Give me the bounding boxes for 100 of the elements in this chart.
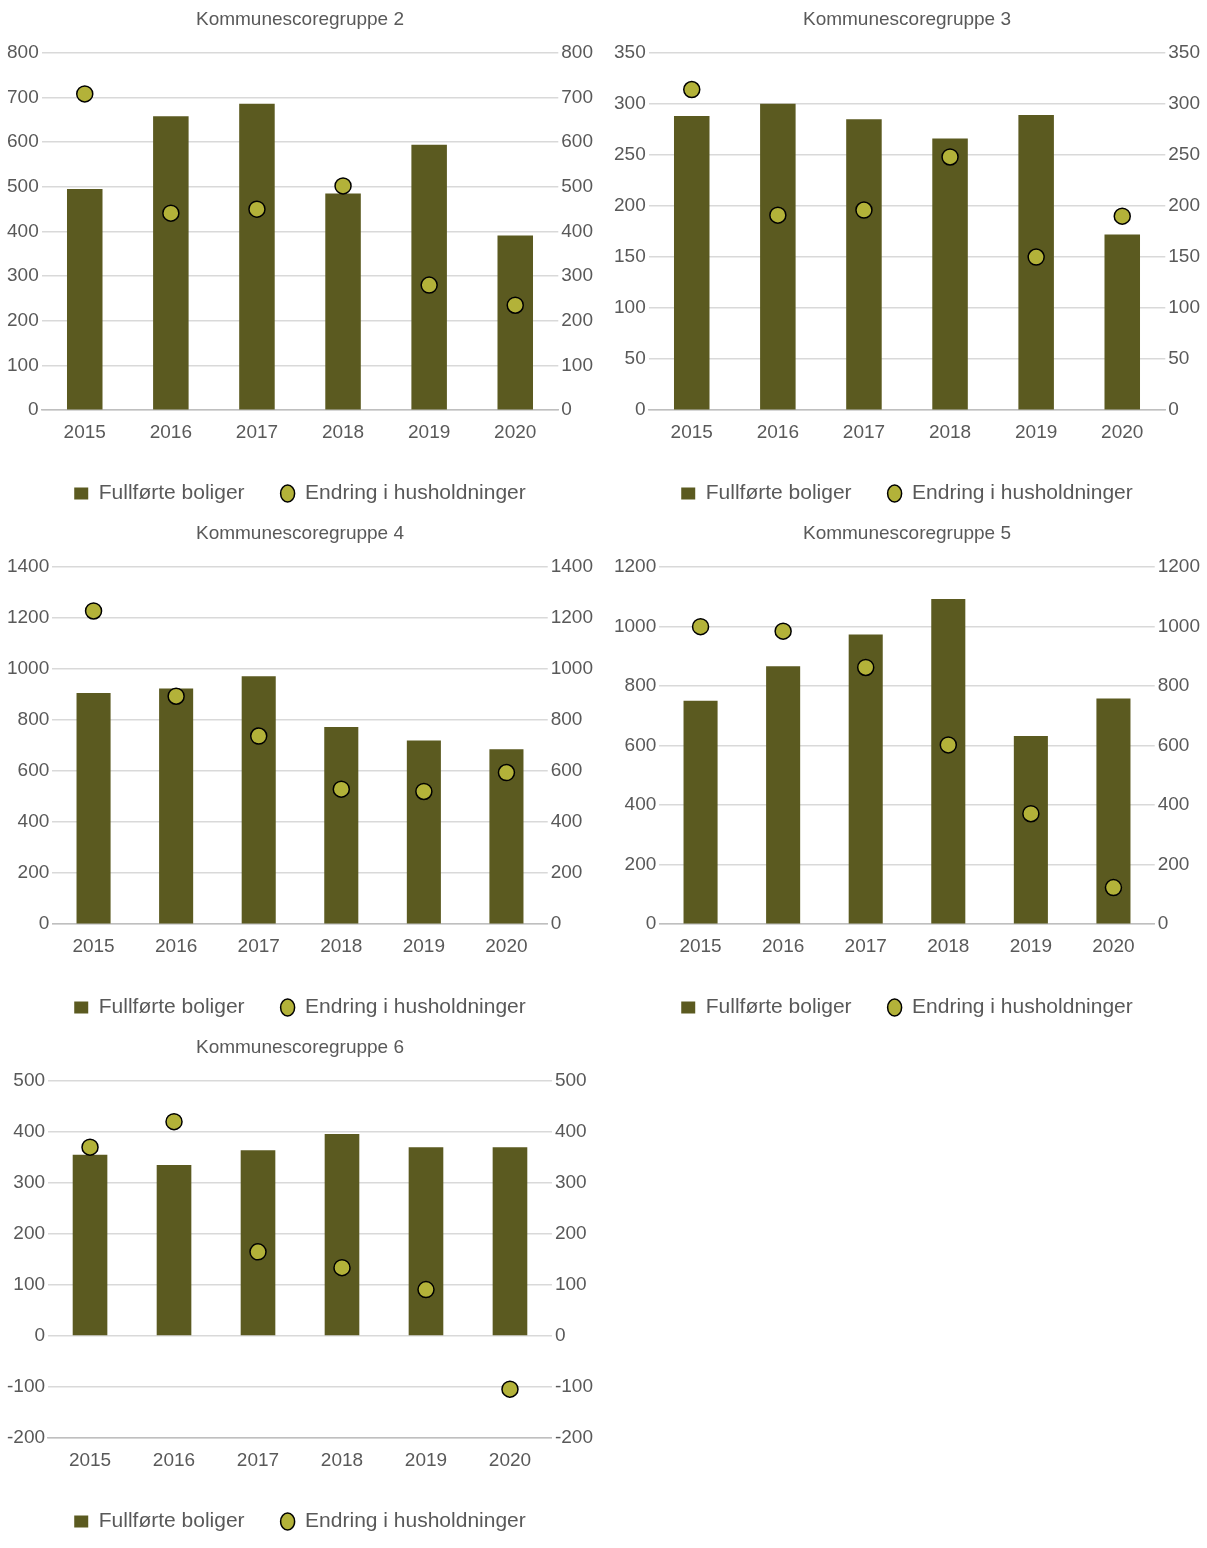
legend-label: Endring i husholdninger (912, 994, 1133, 1018)
y-tick-label: 0 (38, 912, 50, 934)
point (76, 85, 94, 103)
x-tick-label: 2020 (1092, 934, 1135, 956)
y2-tick-label: 400 (550, 810, 583, 832)
y-tick-label: 600 (17, 759, 50, 781)
x-tick-label: 2017 (844, 934, 887, 956)
y-tick-label: 1200 (6, 606, 50, 628)
y2-tick-label: 200 (1157, 852, 1190, 874)
y2-tick-label: 400 (554, 1120, 587, 1142)
point (501, 1380, 519, 1398)
bar (1104, 234, 1141, 410)
y-tick-label: 100 (614, 296, 646, 318)
x-tick-label: 2016 (149, 420, 192, 442)
y2-tick-label: 0 (554, 1324, 566, 1346)
bar (406, 740, 441, 924)
point (691, 617, 710, 636)
y2-tick-label: 200 (554, 1222, 587, 1244)
x-tick-label: 2016 (154, 934, 198, 956)
y-tick-label: 1000 (613, 614, 657, 636)
x-tick-label: 2018 (928, 420, 972, 442)
point (683, 80, 701, 99)
bar (1013, 735, 1048, 924)
legend-label: Fullførte boliger (705, 480, 852, 504)
x-tick-label: 2019 (404, 1448, 448, 1470)
x-tick-label: 2018 (320, 1448, 364, 1470)
point (769, 206, 787, 224)
y2-tick-label: 500 (554, 1069, 587, 1091)
y-tick-label: 350 (614, 41, 646, 63)
bar (1096, 698, 1131, 924)
y2-tick-label: 200 (1168, 194, 1200, 216)
x-tick-label: 2019 (1009, 934, 1053, 956)
legend-label: Endring i husholdninger (305, 480, 526, 504)
bar (848, 634, 883, 924)
legend-label: Fullførte boliger (98, 994, 245, 1018)
bar (931, 598, 966, 924)
legend-label: Endring i husholdninger (305, 1508, 526, 1532)
point (856, 658, 875, 677)
y-tick-label: 200 (614, 194, 646, 216)
bar (153, 116, 189, 410)
y2-tick-label: 300 (554, 1171, 587, 1193)
point (420, 276, 438, 294)
y-tick-label: 300 (13, 1171, 46, 1193)
point (334, 177, 352, 195)
y-tick-label: 150 (614, 245, 646, 267)
bar (241, 676, 276, 924)
y2-tick-label: 1400 (550, 555, 594, 577)
y-tick-label: 700 (7, 85, 39, 107)
y-tick-label: 600 (624, 733, 657, 755)
chart-title: Kommunescoregruppe 6 (195, 1035, 405, 1057)
y-tick-label: 0 (635, 398, 646, 420)
point (167, 687, 185, 705)
y-tick-label: 0 (28, 398, 39, 420)
y2-tick-label: 500 (561, 175, 593, 197)
point (249, 727, 268, 745)
y2-tick-label: 350 (1168, 41, 1200, 63)
y2-tick-label: 600 (550, 759, 583, 781)
y2-tick-label: 1000 (1157, 614, 1201, 636)
y-tick-label: 800 (624, 674, 657, 696)
bar (324, 727, 359, 924)
point (939, 736, 958, 754)
y2-tick-label: 300 (1168, 92, 1200, 114)
legend-label: Fullførte boliger (98, 1508, 245, 1532)
x-tick-label: 2015 (72, 934, 115, 956)
x-tick-label: 2015 (670, 420, 713, 442)
x-tick-label: 2020 (488, 1448, 532, 1470)
y-tick-label: -200 (7, 1426, 46, 1448)
point (774, 622, 792, 640)
point (417, 1280, 435, 1299)
point (497, 763, 516, 782)
y-tick-label: 0 (34, 1324, 46, 1346)
bar (239, 103, 275, 410)
y-tick-label: -100 (7, 1375, 46, 1397)
y-tick-label: 800 (17, 708, 50, 730)
y2-tick-label: 400 (561, 219, 593, 241)
point (332, 780, 351, 798)
y2-tick-label: 1000 (550, 657, 594, 679)
y2-tick-label: 800 (550, 708, 583, 730)
y2-tick-label: 0 (1168, 398, 1179, 420)
chart-title: Kommunescoregruppe 5 (802, 521, 1012, 543)
bar (159, 688, 194, 924)
bar (411, 144, 447, 410)
y2-tick-label: 400 (1157, 793, 1190, 815)
y-tick-label: 50 (624, 347, 646, 369)
bar (1018, 115, 1054, 410)
chart-title: Kommunescoregruppe 4 (195, 521, 405, 543)
point (248, 200, 266, 218)
x-tick-label: 2017 (236, 1448, 280, 1470)
y2-tick-label: 150 (1168, 245, 1200, 267)
legend-label: Fullførte boliger (98, 480, 245, 504)
bar (66, 189, 103, 410)
y-tick-label: 100 (7, 353, 39, 375)
x-tick-label: 2015 (68, 1448, 112, 1470)
legend-label: Fullførte boliger (705, 994, 852, 1018)
legend-label: Endring i husholdninger (305, 994, 526, 1018)
y-tick-label: 1200 (613, 555, 657, 577)
y-tick-label: 300 (7, 264, 39, 286)
y2-tick-label: 0 (561, 398, 572, 420)
y2-tick-label: 0 (1157, 912, 1169, 934)
point (941, 148, 959, 166)
